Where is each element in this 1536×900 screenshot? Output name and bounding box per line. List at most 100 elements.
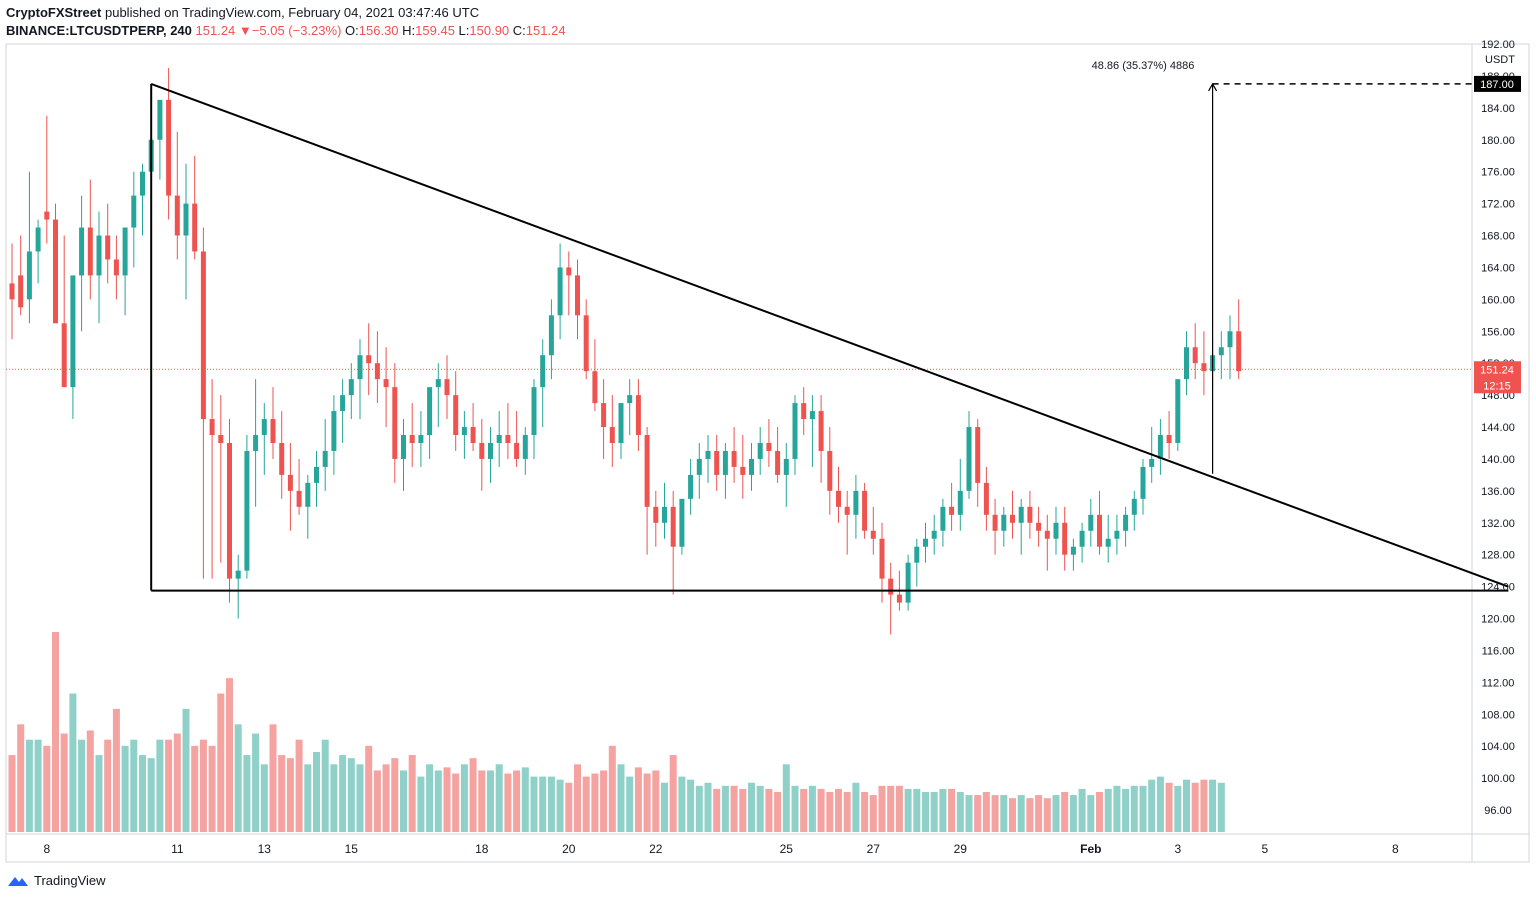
- candle-body: [18, 275, 24, 308]
- candle-body: [575, 275, 580, 316]
- price-tick-label: 132.00: [1481, 518, 1515, 530]
- candle-body: [775, 450, 781, 475]
- volume-bar: [1026, 798, 1034, 832]
- candle-body: [627, 395, 633, 404]
- volume-bar: [165, 739, 173, 832]
- candle-body: [453, 395, 459, 436]
- candle-body: [488, 442, 493, 459]
- candle-body: [1079, 530, 1085, 547]
- brand-name: TradingView: [34, 873, 106, 888]
- time-tick-label: 13: [258, 842, 272, 856]
- time-tick-label: 29: [954, 842, 968, 856]
- volume-bar: [1061, 792, 1069, 832]
- candle-body: [853, 490, 859, 515]
- volume-bar: [269, 724, 277, 832]
- candle-body: [444, 379, 450, 396]
- volume-bar: [1130, 785, 1138, 832]
- candle-body: [1157, 435, 1163, 459]
- candle-body: [9, 283, 15, 300]
- price-tick-label: 156.00: [1481, 326, 1515, 338]
- volume-bar: [452, 773, 460, 832]
- volume-bar: [487, 770, 494, 832]
- candle-body: [844, 506, 850, 515]
- candle-body: [783, 458, 789, 475]
- candle-body: [949, 506, 955, 515]
- candle-body: [896, 594, 902, 603]
- candle-body: [548, 315, 554, 356]
- volume-bar: [478, 770, 486, 832]
- candle-body: [261, 419, 267, 436]
- price-axis[interactable]: 96.00 100.00 104.00 108.00 112.00 116.00 120.0…: [1474, 39, 1521, 817]
- volume-bar: [347, 758, 355, 832]
- candle-body: [1227, 331, 1233, 348]
- volume-bar: [861, 792, 869, 832]
- volume-bar: [147, 758, 155, 832]
- candle-body: [583, 315, 589, 372]
- volume-bar: [895, 785, 903, 832]
- candle-body: [931, 530, 937, 539]
- candle-body: [1236, 331, 1242, 372]
- price-tick-label: 176.00: [1481, 167, 1515, 179]
- candle-body: [87, 227, 93, 276]
- symbol-bar: BINANCE:LTCUSDTPERP, 240 151.24 ▼−5.05 (…: [6, 23, 566, 38]
- candle-body: [253, 435, 259, 451]
- time-tick-label: 18: [475, 842, 489, 856]
- volume-bar: [782, 764, 790, 832]
- volume-bar: [112, 708, 120, 832]
- candle-body: [1140, 466, 1146, 499]
- volume-bar: [391, 758, 399, 832]
- measure-label: 48.86 (35.37%) 4886: [1092, 60, 1195, 72]
- high-value: 159.45: [415, 23, 455, 38]
- publisher-name[interactable]: CryptoFXStreet: [6, 5, 102, 20]
- time-axis[interactable]: 8 11 13 15 18 20 22 25 27 29 Feb 3 5 8: [43, 842, 1399, 856]
- candle-body: [166, 99, 172, 196]
- volume-bar: [252, 733, 260, 832]
- candle-body: [340, 395, 346, 412]
- candle-body: [635, 395, 641, 436]
- candle-body: [818, 411, 824, 451]
- time-tick-label: 3: [1174, 842, 1181, 856]
- candle-body: [1166, 435, 1172, 443]
- candle-body: [26, 251, 32, 300]
- candle-body: [235, 570, 241, 579]
- volume-bar: [95, 755, 103, 832]
- volume-bar: [800, 788, 808, 832]
- volume-bar: [1174, 785, 1182, 832]
- candle-body: [540, 355, 546, 388]
- volume-bar: [887, 785, 895, 832]
- tradingview-logo[interactable]: TradingView: [6, 873, 106, 888]
- volume-bar: [713, 788, 721, 832]
- volume-bar: [1209, 779, 1217, 832]
- candle-body: [809, 411, 815, 420]
- tradingview-icon: [8, 876, 28, 886]
- volume-bar: [634, 767, 642, 832]
- volume-bar: [1052, 795, 1060, 832]
- volume-bar: [52, 632, 59, 832]
- volume-bar: [991, 795, 999, 832]
- volume-bar: [904, 788, 912, 832]
- volume-bar: [530, 776, 538, 832]
- volume-bar: [104, 739, 112, 832]
- candle-body: [53, 219, 58, 324]
- volume-bar: [965, 795, 973, 832]
- volume-bar: [1009, 798, 1016, 832]
- volume-bar: [173, 733, 181, 832]
- candle-body: [1027, 506, 1033, 523]
- volume-bar: [817, 788, 825, 832]
- time-tick-label: 8: [43, 842, 50, 856]
- candle-body: [975, 427, 981, 483]
- candle-body: [714, 450, 720, 475]
- candle-body: [827, 450, 833, 491]
- volume-bar: [852, 782, 860, 832]
- candle-body: [801, 403, 807, 420]
- symbol-name[interactable]: BINANCE:LTCUSDTPERP, 240: [6, 23, 192, 38]
- candle-body: [374, 363, 380, 380]
- candle-body: [670, 506, 676, 547]
- last-price: 151.24: [195, 23, 236, 38]
- volume-bar: [43, 745, 51, 832]
- last-price-tag: [1474, 361, 1521, 394]
- volume-bar: [226, 678, 233, 832]
- candle-body: [1001, 514, 1007, 531]
- time-tick-label: 22: [649, 842, 663, 856]
